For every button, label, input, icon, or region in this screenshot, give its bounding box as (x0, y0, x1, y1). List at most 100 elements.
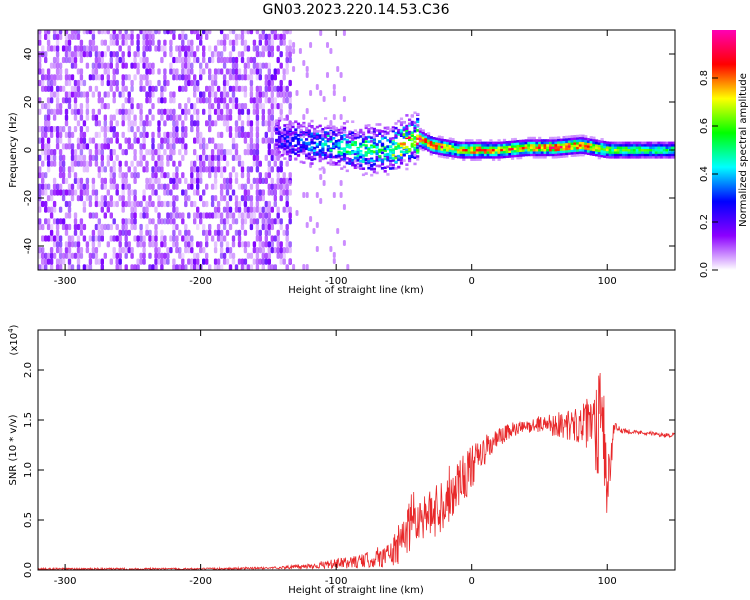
heatmap-cell (38, 68, 42, 75)
heatmap-cell (267, 45, 271, 52)
heatmap-cell (225, 218, 230, 225)
heatmap-cell (589, 143, 593, 146)
heatmap-cell (494, 156, 498, 159)
heatmap-cell (228, 85, 233, 92)
heatmap-cell (261, 120, 265, 127)
heatmap-cell (540, 146, 544, 149)
heatmap-cell (249, 166, 254, 173)
heatmap-cell (584, 147, 588, 150)
heatmap-cell (275, 138, 279, 142)
heatmap-cell (614, 146, 618, 149)
heatmap-cell (49, 97, 54, 104)
heatmap-cell (540, 148, 544, 152)
heatmap-cell (228, 74, 233, 81)
heatmap-cell (163, 97, 167, 104)
heatmap-cell (305, 108, 309, 114)
heatmap-cell (418, 137, 422, 141)
heatmap-cell (538, 136, 542, 140)
heatmap-cell (527, 139, 531, 142)
heatmap-cell (673, 151, 675, 154)
heatmap-cell (478, 156, 482, 159)
heatmap-cell (279, 160, 283, 167)
heatmap-cell (243, 241, 248, 248)
heatmap-cell (543, 156, 547, 159)
heatmap-cell (359, 128, 363, 132)
heatmap-cell (210, 51, 215, 58)
heatmap-cell (524, 139, 528, 142)
heatmap-cell (264, 235, 268, 242)
heatmap-cell (219, 189, 224, 196)
heatmap-cell (332, 90, 336, 96)
heatmap-cell (624, 146, 629, 149)
heatmap-cell (58, 218, 63, 225)
heatmap-cell (175, 56, 179, 64)
heatmap-cell (521, 154, 525, 157)
heatmap-cell (219, 218, 224, 225)
heatmap-cell (41, 79, 45, 87)
heatmap-cell (160, 154, 164, 161)
heatmap-cell (130, 103, 134, 110)
heatmap-cell (337, 147, 341, 150)
spectrogram-y-label: Frequency (Hz) (8, 112, 19, 188)
heatmap-cell (356, 162, 360, 166)
heatmap-cell (267, 97, 271, 104)
heatmap-cell (318, 140, 322, 144)
heatmap-cell (372, 143, 376, 146)
heatmap-cell (282, 183, 286, 190)
heatmap-cell (559, 141, 563, 144)
heatmap-cell (58, 74, 63, 81)
heatmap-cell (405, 167, 409, 171)
heatmap-cell (44, 126, 48, 133)
heatmap-cell (413, 143, 417, 147)
heatmap-cell (321, 128, 325, 131)
heatmap-cell (109, 172, 113, 179)
heatmap-cell (148, 79, 152, 87)
heatmap-cell (576, 151, 580, 155)
heatmap-cell (481, 146, 485, 149)
heatmap-cell (234, 33, 239, 40)
heatmap-cell (145, 62, 149, 69)
heatmap-cell (46, 39, 51, 46)
heatmap-cell (649, 141, 653, 145)
heatmap-cell (181, 212, 185, 219)
heatmap-cell (148, 183, 152, 190)
heatmap-cell (378, 148, 382, 152)
heatmap-cell (213, 154, 218, 161)
heatmap-cell (46, 183, 51, 190)
heatmap-cell (46, 160, 51, 167)
heatmap-cell (391, 150, 395, 153)
heatmap-cell (418, 127, 422, 131)
heatmap-cell (193, 212, 197, 219)
heatmap-cell (337, 154, 341, 157)
heatmap-cell (115, 68, 119, 75)
heatmap-cell (202, 30, 206, 35)
heatmap-cell (292, 48, 296, 54)
heatmap-cell (530, 144, 534, 147)
heatmap-cell (216, 143, 221, 150)
heatmap-cell (115, 108, 119, 115)
heatmap-cell (199, 39, 203, 46)
heatmap-cell (103, 143, 107, 150)
heatmap-cell (88, 30, 93, 35)
heatmap-cell (264, 120, 268, 127)
heatmap-cell (252, 56, 257, 64)
heatmap-cell (38, 62, 42, 69)
heatmap-cell (340, 137, 344, 141)
heatmap-cell (570, 147, 574, 150)
heatmap-cell (222, 252, 227, 259)
heatmap-cell (619, 151, 623, 154)
heatmap-cell (408, 132, 412, 136)
heatmap-cell (127, 91, 131, 98)
heatmap-cell (190, 247, 194, 254)
heatmap-cell (578, 136, 582, 140)
heatmap-cell (133, 189, 137, 196)
heatmap-cell (364, 124, 368, 128)
heatmap-cell (225, 189, 230, 196)
heatmap-cell (258, 258, 262, 265)
heatmap-cell (58, 183, 63, 190)
heatmap-cell (243, 103, 248, 110)
heatmap-cell (184, 177, 188, 184)
heatmap-cell (124, 247, 128, 254)
heatmap-cell (310, 119, 314, 123)
heatmap-cell (91, 91, 96, 98)
